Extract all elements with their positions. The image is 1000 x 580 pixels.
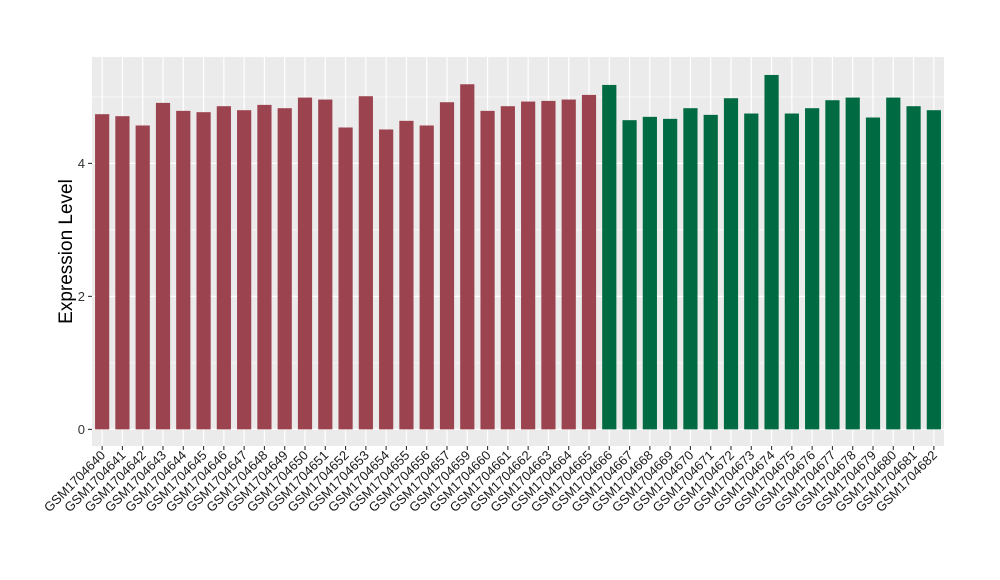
bar: [865, 117, 881, 430]
y-axis-title: Expression Level: [56, 179, 77, 324]
bar: [744, 113, 759, 430]
y-tick-label: 4: [78, 156, 85, 171]
bar: [237, 110, 252, 430]
x-axis: GSM1704640GSM1704641GSM1704642GSM1704643…: [41, 446, 940, 515]
bar: [663, 118, 678, 430]
bar: [683, 108, 698, 430]
bar: [703, 114, 718, 430]
bar: [379, 129, 394, 430]
bar: [906, 106, 921, 430]
bar: [196, 112, 211, 430]
bar: [439, 102, 455, 430]
bar: [825, 100, 840, 430]
bar: [419, 125, 434, 430]
bar: [135, 125, 150, 430]
bar: [277, 108, 292, 430]
bar: [886, 97, 901, 430]
bar: [257, 104, 272, 430]
bar: [318, 99, 333, 430]
bar: [926, 110, 941, 430]
bar: [176, 110, 191, 430]
bar: [784, 113, 799, 430]
y-axis: 0 2 4: [78, 156, 92, 437]
bars: [95, 74, 941, 430]
bar: [602, 84, 617, 430]
bar: [480, 110, 495, 430]
bar: [338, 127, 353, 430]
bar: [622, 120, 637, 430]
bar: [521, 101, 536, 430]
bar: [358, 96, 373, 430]
bar: [642, 116, 657, 430]
bar: [216, 106, 231, 430]
bar: [845, 97, 860, 430]
bar: [581, 94, 597, 430]
bar: [460, 84, 475, 430]
plot-panel: [92, 57, 944, 446]
y-tick-label: 0: [78, 422, 85, 437]
y-tick-label: 2: [78, 289, 85, 304]
bar: [297, 97, 313, 430]
bar: [561, 99, 576, 430]
bar: [541, 100, 556, 430]
bar: [115, 116, 130, 430]
bar: [155, 102, 171, 430]
bar: [95, 114, 110, 430]
bar: [764, 74, 779, 430]
bar: [723, 98, 739, 430]
bar: [500, 106, 515, 430]
bar: [805, 108, 820, 430]
bar: [399, 120, 414, 430]
